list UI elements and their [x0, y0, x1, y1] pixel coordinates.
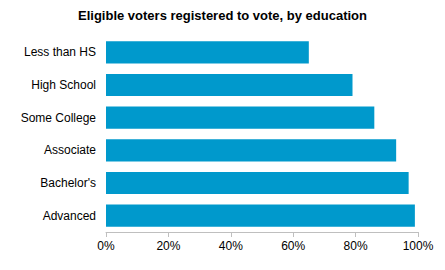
- svg-text:Bachelor's: Bachelor's: [40, 176, 96, 190]
- svg-text:80%: 80%: [344, 239, 368, 253]
- svg-text:40%: 40%: [219, 239, 243, 253]
- svg-text:Eligible voters registered to: Eligible voters registered to vote, by e…: [78, 8, 367, 23]
- svg-text:100%: 100%: [403, 239, 434, 253]
- svg-text:Advanced: Advanced: [43, 209, 96, 223]
- svg-text:60%: 60%: [281, 239, 305, 253]
- svg-text:Associate: Associate: [44, 143, 96, 157]
- svg-text:0%: 0%: [97, 239, 115, 253]
- svg-text:Some College: Some College: [21, 111, 97, 125]
- svg-text:20%: 20%: [156, 239, 180, 253]
- svg-text:Less than HS: Less than HS: [24, 45, 96, 59]
- svg-text:High School: High School: [31, 78, 96, 92]
